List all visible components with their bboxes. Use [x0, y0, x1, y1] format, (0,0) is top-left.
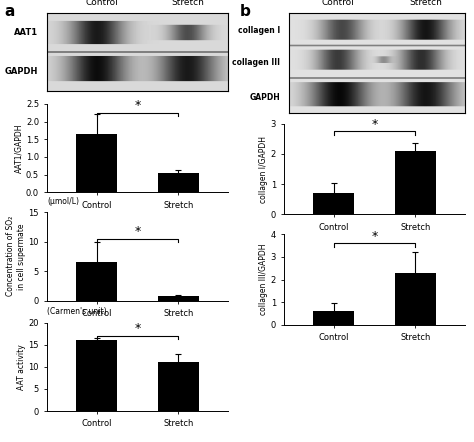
Bar [395, 151, 436, 214]
Text: *: * [134, 225, 141, 238]
Bar [76, 262, 117, 301]
Y-axis label: collagen III/GAPDH: collagen III/GAPDH [259, 244, 268, 315]
Bar [158, 297, 199, 301]
Bar [158, 173, 199, 192]
Text: collagen III: collagen III [232, 58, 280, 68]
Text: Control: Control [322, 0, 355, 7]
Text: Stretch: Stretch [172, 0, 204, 7]
Text: (Carmen's unit): (Carmen's unit) [47, 308, 107, 316]
Text: GAPDH: GAPDH [250, 93, 280, 102]
Text: *: * [134, 99, 141, 112]
Y-axis label: collagen I/GAPDH: collagen I/GAPDH [259, 136, 268, 202]
Text: *: * [371, 230, 378, 243]
Text: b: b [239, 4, 250, 19]
Bar [313, 193, 354, 214]
Bar [395, 273, 436, 325]
Text: GAPDH: GAPDH [5, 67, 38, 76]
Y-axis label: AAT1/GAPDH: AAT1/GAPDH [14, 123, 23, 173]
Y-axis label: Concentration of SO₂
in cell supermate: Concentration of SO₂ in cell supermate [6, 216, 26, 297]
Text: a: a [5, 4, 15, 19]
Bar [313, 311, 354, 325]
Bar [76, 340, 117, 411]
Y-axis label: AAT activity: AAT activity [17, 344, 26, 390]
Text: *: * [371, 118, 378, 131]
Text: collagen I: collagen I [238, 26, 280, 34]
Text: Stretch: Stretch [410, 0, 442, 7]
Text: Control: Control [85, 0, 118, 7]
Bar [158, 362, 199, 411]
Text: *: * [134, 323, 141, 335]
Text: (μmol/L): (μmol/L) [47, 197, 80, 206]
Text: AAT1: AAT1 [14, 28, 38, 37]
Bar [76, 134, 117, 192]
